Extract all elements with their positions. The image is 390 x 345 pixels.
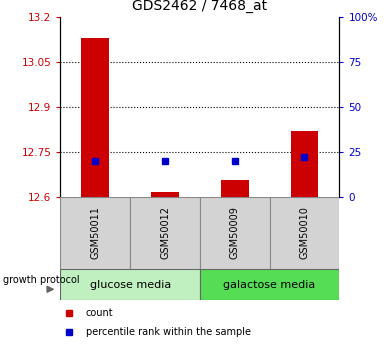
Bar <box>291 131 318 197</box>
Bar <box>200 269 339 300</box>
Text: galactose media: galactose media <box>223 280 316 289</box>
Text: percentile rank within the sample: percentile rank within the sample <box>85 327 250 337</box>
Title: GDS2462 / 7468_at: GDS2462 / 7468_at <box>132 0 268 13</box>
Text: GSM50009: GSM50009 <box>230 206 240 259</box>
Bar <box>130 197 200 269</box>
Bar <box>200 197 269 269</box>
Text: count: count <box>85 308 113 318</box>
Bar <box>221 180 249 197</box>
Text: GSM50011: GSM50011 <box>90 206 100 259</box>
Bar <box>82 38 109 197</box>
Text: GSM50012: GSM50012 <box>160 206 170 259</box>
Bar <box>151 192 179 197</box>
Text: growth protocol: growth protocol <box>3 275 80 285</box>
Bar <box>60 269 200 300</box>
Text: GSM50010: GSM50010 <box>300 206 309 259</box>
Text: glucose media: glucose media <box>90 280 171 289</box>
Bar <box>269 197 339 269</box>
Bar <box>60 197 130 269</box>
